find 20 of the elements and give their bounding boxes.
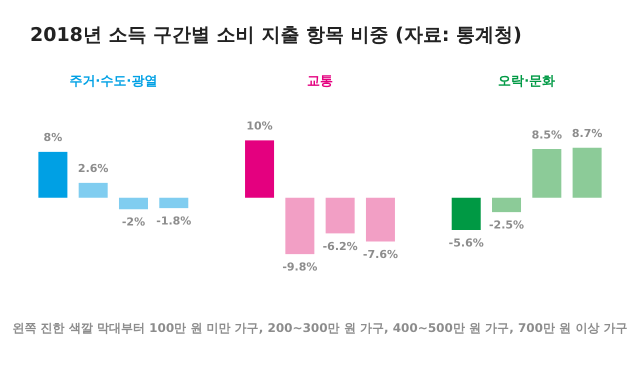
data-label: -9.8% (282, 260, 318, 274)
data-label: 10% (246, 120, 273, 133)
data-label: -2.5% (488, 218, 524, 232)
data-label: -1.8% (156, 214, 192, 228)
x-tick-label: 오락·문화 (498, 74, 556, 90)
bar (452, 198, 481, 230)
data-label: -5.6% (448, 236, 484, 250)
bar (245, 140, 274, 198)
data-label: -6.2% (322, 240, 358, 253)
data-label: -7.6% (362, 248, 398, 261)
bar (38, 152, 68, 198)
text: 왼쪽 진한 색깔 막대부터 100만 원 미만 가구, 200~300만 원 가구, 400~500만 원 가구, 700만 원 이상 가구 (11, 320, 629, 337)
x-tick-label: 주거·수도·광열 (69, 74, 158, 90)
data-label: 8.5% (532, 128, 562, 142)
x-tick-label: 교통 (307, 74, 333, 90)
data-label: 2.6% (78, 162, 108, 176)
data-label: 8% (44, 131, 62, 144)
data-label: 8.7% (572, 127, 602, 140)
data-label: -2% (122, 216, 146, 229)
chart-title: 2018년 소득 구간별 소비 지출 항목 비중 (자료: 통계청) (30, 23, 522, 48)
